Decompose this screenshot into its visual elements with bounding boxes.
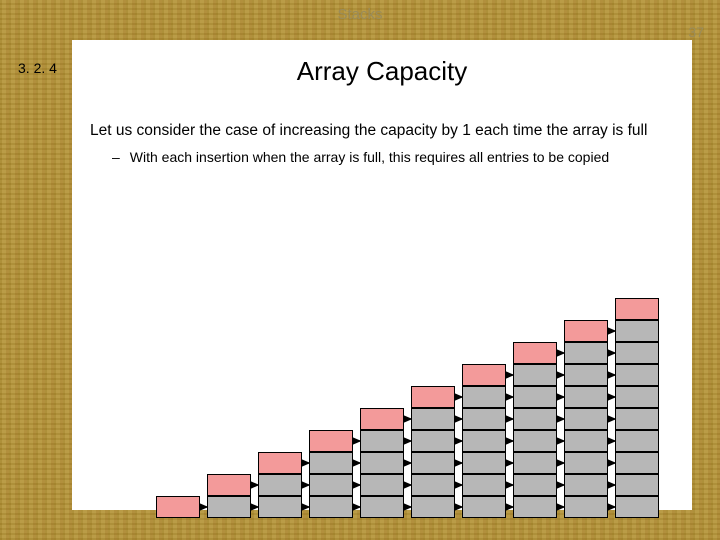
copied-cell: [258, 496, 302, 518]
new-cell: [462, 364, 506, 386]
copied-cell: [513, 364, 557, 386]
slide-title: Array Capacity: [90, 56, 674, 87]
copied-cell: [462, 386, 506, 408]
copied-cell: [615, 452, 659, 474]
copied-cell: [513, 430, 557, 452]
copied-cell: [258, 474, 302, 496]
copied-cell: [615, 408, 659, 430]
copied-cell: [207, 496, 251, 518]
copied-cell: [309, 496, 353, 518]
new-cell: [513, 342, 557, 364]
copied-cell: [513, 496, 557, 518]
copied-cell: [411, 452, 455, 474]
copied-cell: [564, 452, 608, 474]
array-column: [411, 386, 455, 518]
array-column: [156, 496, 200, 518]
copied-cell: [615, 342, 659, 364]
copied-cell: [615, 320, 659, 342]
copied-cell: [360, 474, 404, 496]
copied-cell: [462, 408, 506, 430]
new-cell: [156, 496, 200, 518]
copied-cell: [411, 430, 455, 452]
bullet-item: – With each insertion when the array is …: [90, 149, 674, 167]
copied-cell: [564, 386, 608, 408]
array-column: [513, 342, 557, 518]
copied-cell: [462, 430, 506, 452]
copied-cell: [411, 408, 455, 430]
copied-cell: [411, 474, 455, 496]
copied-cell: [564, 364, 608, 386]
copied-cell: [615, 496, 659, 518]
copied-cell: [564, 496, 608, 518]
copied-cell: [309, 474, 353, 496]
copied-cell: [615, 386, 659, 408]
copied-cell: [462, 452, 506, 474]
copied-cell: [513, 408, 557, 430]
copied-cell: [564, 342, 608, 364]
copied-cell: [615, 430, 659, 452]
copied-cell: [615, 474, 659, 496]
new-cell: [411, 386, 455, 408]
copied-cell: [615, 364, 659, 386]
copied-cell: [462, 496, 506, 518]
new-cell: [258, 452, 302, 474]
new-cell: [309, 430, 353, 452]
copied-cell: [564, 474, 608, 496]
copied-cell: [360, 452, 404, 474]
copied-cell: [513, 386, 557, 408]
copied-cell: [513, 474, 557, 496]
new-cell: [564, 320, 608, 342]
array-column: [462, 364, 506, 518]
array-column: [564, 320, 608, 518]
bullet-dash: –: [112, 149, 120, 167]
copied-cell: [462, 474, 506, 496]
array-column: [207, 474, 251, 518]
copied-cell: [309, 452, 353, 474]
array-column: [309, 430, 353, 518]
array-column: [258, 452, 302, 518]
bullet-text: With each insertion when the array is fu…: [130, 149, 609, 167]
array-capacity-diagram: [148, 268, 685, 518]
header-label: Stacks: [337, 6, 382, 23]
copied-cell: [564, 430, 608, 452]
copied-cell: [360, 430, 404, 452]
array-column: [360, 408, 404, 518]
array-column: [615, 298, 659, 518]
section-number: 3. 2. 4: [18, 60, 57, 76]
page-number: 37: [688, 24, 704, 40]
new-cell: [207, 474, 251, 496]
new-cell: [615, 298, 659, 320]
new-cell: [360, 408, 404, 430]
copied-cell: [513, 452, 557, 474]
copied-cell: [360, 496, 404, 518]
body-text: Let us consider the case of increasing t…: [90, 121, 674, 141]
copied-cell: [411, 496, 455, 518]
copied-cell: [564, 408, 608, 430]
